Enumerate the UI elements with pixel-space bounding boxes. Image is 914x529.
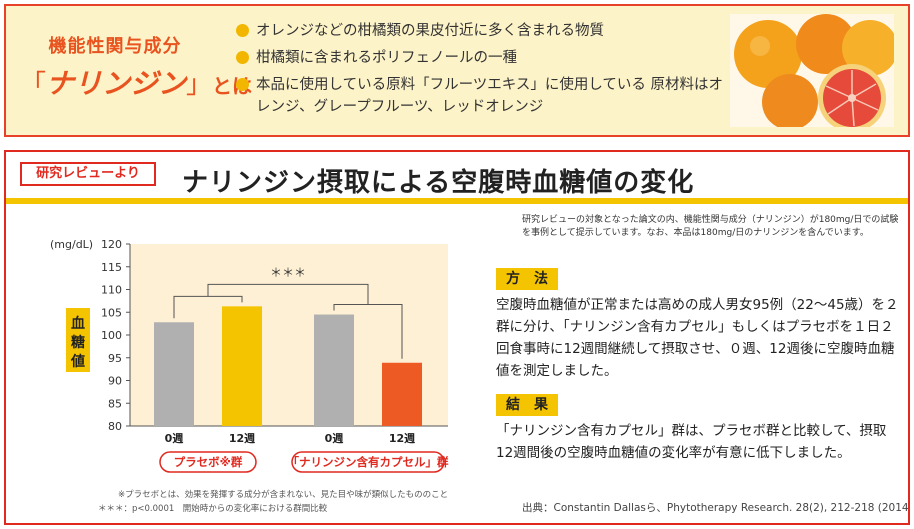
significance-bracket — [207, 283, 369, 305]
significance-label: ＊＊＊ — [270, 265, 306, 279]
intro-bullet: 柑橘類に含まれるポリフェノールの一種 — [234, 47, 734, 69]
naringin-name: ナリンジン — [46, 67, 187, 100]
naringin-intro-panel: 機能性関与成分 「ナリンジン」とは オレンジなどの柑橘類の果皮付近に多く含まれる… — [4, 4, 910, 137]
intro-title-line2: 「ナリンジン」とは — [20, 62, 252, 102]
bar — [222, 306, 262, 426]
bullet-dot-icon — [236, 78, 249, 91]
placebo-footnote: ※プラセボとは、効果を発揮する成分が含まれない、見た目や味が類似したもののこと — [118, 490, 449, 500]
bar — [382, 362, 422, 426]
y-tick-label: 80 — [108, 420, 122, 433]
section-heading: ナリンジン摂取による空腹時血糖値の変化 — [182, 168, 695, 198]
y-tick-label: 90 — [108, 375, 122, 388]
significance-footnote: ＊＊＊：p<0.0001 開始時からの変化率における群間比較 — [98, 504, 328, 514]
y-label-char: 糖 — [71, 334, 85, 351]
group-bracket — [173, 295, 243, 319]
y-tick-label: 115 — [101, 261, 122, 274]
intro-bullet-list: オレンジなどの柑橘類の果皮付近に多く含まれる物質 柑橘類に含まれるポリフェノール… — [234, 20, 734, 123]
citrus-fruit-image — [730, 14, 894, 127]
bullet-dot-icon — [236, 51, 249, 64]
research-review-panel: 研究レビューより ナリンジン摂取による空腹時血糖値の変化 80 85 90 95 100… — [4, 150, 910, 525]
y-tick-label: 95 — [108, 352, 122, 365]
bullet-dot-icon — [236, 24, 249, 37]
y-label-char: 血 — [71, 315, 85, 332]
group-label: プラセボ※群 — [174, 455, 243, 469]
intro-title: 機能性関与成分 「ナリンジン」とは — [20, 32, 252, 102]
intro-title-line1: 機能性関与成分 — [48, 36, 182, 57]
research-review-tag: 研究レビューより — [20, 162, 156, 186]
result-text: 「ナリンジン含有カプセル」群は、プラセボ群と比較して、摂取12週間後の空腹時血糖… — [496, 423, 887, 461]
group-label: 「ナリンジン含有カプセル」群 — [288, 455, 449, 469]
method-text: 空腹時血糖値が正常または高めの成人男女95例（22～45歳）を２群に分け、「ナリ… — [496, 297, 899, 379]
source-citation: 出典：Constantin Dallasら、Phytotherapy Resea… — [522, 502, 910, 514]
y-tick-label: 110 — [101, 284, 122, 297]
y-label-box — [66, 308, 90, 372]
group-label-pill — [291, 451, 445, 473]
y-unit-label: (mg/dL) — [50, 238, 93, 251]
x-tick-label: 12週 — [229, 431, 255, 445]
y-label-char: 値 — [70, 353, 85, 370]
x-tick-label: 0週 — [325, 431, 344, 445]
y-tick-label: 85 — [108, 397, 122, 410]
bar — [314, 314, 354, 426]
bracket-close: 」 — [186, 70, 213, 100]
group-label-pill — [159, 451, 257, 473]
y-tick-label: 100 — [101, 329, 122, 342]
intro-bullet: オレンジなどの柑橘類の果皮付近に多く含まれる物質 — [234, 20, 734, 42]
y-tick-label: 105 — [101, 306, 122, 319]
blood-glucose-bar-chart: 80 85 90 95 100 105 110 115 120 (mg/dL) 血糖値 0週 12週プラ… — [50, 238, 449, 473]
bracket-open: 「 — [20, 70, 47, 100]
x-tick-label: 12週 — [389, 431, 415, 445]
method-label: 方 法 — [496, 268, 558, 290]
study-note: 研究レビューの対象となった論文の内、機能性関与成分（ナリンジン）が180mg/日… — [522, 215, 899, 238]
intro-bullet: 本品に使用している原料「フルーツエキス」に使用している 原材料はオレンジ、グレー… — [234, 74, 734, 118]
bar — [154, 322, 194, 426]
x-tick-label: 0週 — [165, 431, 184, 445]
yellow-divider — [6, 198, 908, 204]
y-tick-label: 120 — [101, 238, 122, 251]
result-label: 結 果 — [496, 394, 558, 416]
